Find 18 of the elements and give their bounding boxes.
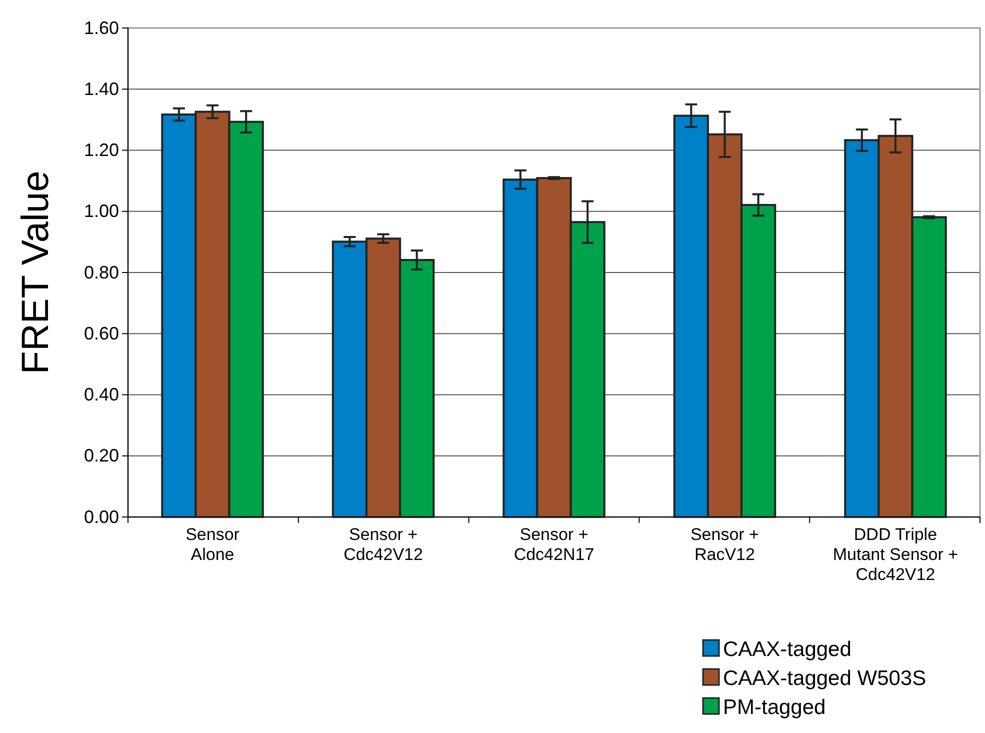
y-tick-label: 1.60 xyxy=(84,18,119,38)
y-axis-title: FRET Value xyxy=(15,170,57,374)
x-tick-label: Sensor + Cdc42N17 xyxy=(514,525,594,564)
y-tick-label: 0.60 xyxy=(84,323,119,344)
x-tick-label: Sensor + RacV12 xyxy=(690,525,760,564)
legend-label: PM-tagged xyxy=(723,696,826,719)
x-tick-label: Sensor + Cdc42V12 xyxy=(344,525,423,564)
x-tick-label: DDD Triple Mutant Sensor + Cdc42V12 xyxy=(832,525,958,584)
legend-label: CAAX-tagged xyxy=(723,638,852,661)
x-tick-label: Sensor Alone xyxy=(186,525,240,564)
y-tick-label: 1.00 xyxy=(84,201,119,222)
y-tick-label: 1.20 xyxy=(84,140,119,160)
y-tick-label: 0.00 xyxy=(84,506,119,527)
y-tick-label: 0.20 xyxy=(84,446,119,466)
legend-label: CAAX-tagged W503S xyxy=(723,667,926,690)
y-tick-label: 0.80 xyxy=(84,262,119,282)
y-tick-label: 0.40 xyxy=(84,384,119,405)
y-tick-label: 1.40 xyxy=(84,78,119,99)
